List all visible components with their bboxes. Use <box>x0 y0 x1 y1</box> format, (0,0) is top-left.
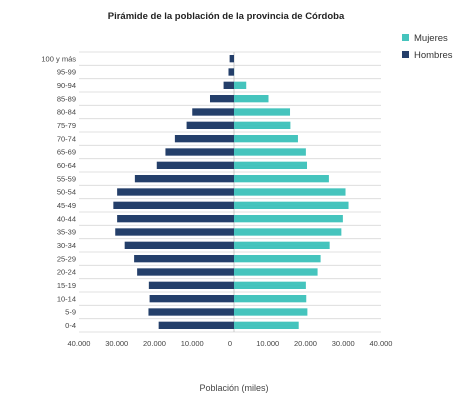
bar-hombres-30-34 <box>124 241 234 249</box>
category-labels: 0-4 5-9 10-14 15-19 20-24 25-29 30-34 35-39 40-4… <box>41 54 76 330</box>
bar-hombres-40-44 <box>117 215 234 223</box>
bar-mujeres-10-14 <box>234 295 307 303</box>
category-label: 70-74 <box>57 134 76 143</box>
x-tick-label: 0 <box>228 339 232 348</box>
bar-hombres-0-4 <box>158 321 234 329</box>
category-label: 85-89 <box>57 94 76 103</box>
category-label: 65-69 <box>57 148 76 157</box>
bar-mujeres-90-94 <box>234 81 247 89</box>
category-label: 50-54 <box>57 188 76 197</box>
bar-hombres-20-24 <box>137 268 234 276</box>
category-label: 60-64 <box>57 161 76 170</box>
bar-hombres-10-14 <box>149 295 234 303</box>
bar-mujeres-20-24 <box>234 268 318 276</box>
bar-hombres-75-79 <box>186 121 234 129</box>
bar-mujeres-85-89 <box>234 95 269 103</box>
category-label: 10-14 <box>57 294 76 303</box>
category-label: 15-19 <box>57 281 76 290</box>
legend-swatch-hombres <box>402 51 409 58</box>
bar-hombres-100-y-más <box>229 55 234 63</box>
bar-mujeres-65-69 <box>234 148 306 156</box>
bar-hombres-5-9 <box>148 308 234 316</box>
bar-mujeres-0-4 <box>234 321 299 329</box>
bar-hombres-25-29 <box>134 255 234 263</box>
category-label: 80-84 <box>57 108 76 117</box>
bar-hombres-55-59 <box>134 175 234 183</box>
bar-hombres-35-39 <box>115 228 234 236</box>
legend-label-mujeres: Mujeres <box>414 33 448 44</box>
bar-hombres-45-49 <box>113 201 234 209</box>
bar-mujeres-35-39 <box>234 228 342 236</box>
category-label: 100 y más <box>41 54 76 63</box>
category-label: 95-99 <box>57 68 76 77</box>
bar-mujeres-5-9 <box>234 308 308 316</box>
bar-hombres-90-94 <box>223 81 234 89</box>
bar-hombres-95-99 <box>228 68 234 76</box>
bar-mujeres-45-49 <box>234 201 349 209</box>
bar-hombres-50-54 <box>117 188 234 196</box>
category-label: 90-94 <box>57 81 76 90</box>
bar-mujeres-50-54 <box>234 188 346 196</box>
bar-hombres-15-19 <box>148 281 234 289</box>
x-tick-label: 30.000 <box>105 339 128 348</box>
legend-swatch-mujeres <box>402 34 409 41</box>
bars-layer <box>113 55 349 329</box>
category-label: 25-29 <box>57 254 76 263</box>
bar-mujeres-30-34 <box>234 241 330 249</box>
category-label: 30-34 <box>57 241 76 250</box>
legend: Mujeres Hombres <box>402 33 453 61</box>
x-tick-label: 40.000 <box>68 339 91 348</box>
category-label: 45-49 <box>57 201 76 210</box>
bar-hombres-70-74 <box>174 135 234 143</box>
bar-mujeres-55-59 <box>234 175 329 183</box>
bar-hombres-80-84 <box>192 108 234 116</box>
bar-mujeres-60-64 <box>234 161 308 169</box>
category-label: 35-39 <box>57 228 76 237</box>
x-axis-label: Población (miles) <box>199 383 268 393</box>
x-tick-label: 40.000 <box>370 339 393 348</box>
category-label: 0-4 <box>65 321 76 330</box>
bar-mujeres-40-44 <box>234 215 343 223</box>
x-tick-label: 10.000 <box>256 339 279 348</box>
bar-mujeres-75-79 <box>234 121 291 129</box>
bar-mujeres-70-74 <box>234 135 298 143</box>
bar-mujeres-25-29 <box>234 255 321 263</box>
x-tick-label: 20.000 <box>143 339 166 348</box>
bar-mujeres-80-84 <box>234 108 291 116</box>
bar-hombres-60-64 <box>156 161 234 169</box>
category-label: 5-9 <box>65 308 76 317</box>
x-tick-label: 20.000 <box>294 339 317 348</box>
bar-hombres-65-69 <box>165 148 234 156</box>
category-label: 75-79 <box>57 121 76 130</box>
bar-mujeres-15-19 <box>234 281 306 289</box>
legend-label-hombres: Hombres <box>414 50 453 61</box>
chart-title: Pirámide de la población de la provincia… <box>108 11 345 22</box>
x-tick-label: 30.000 <box>332 339 355 348</box>
x-tick-label: 10.000 <box>181 339 204 348</box>
bar-hombres-85-89 <box>209 95 234 103</box>
category-label: 40-44 <box>57 214 76 223</box>
category-label: 20-24 <box>57 268 76 277</box>
x-tick-labels: 40.000 30.000 20.000 10.000 0 10.000 20.000 30.… <box>68 339 393 348</box>
category-label: 55-59 <box>57 174 76 183</box>
